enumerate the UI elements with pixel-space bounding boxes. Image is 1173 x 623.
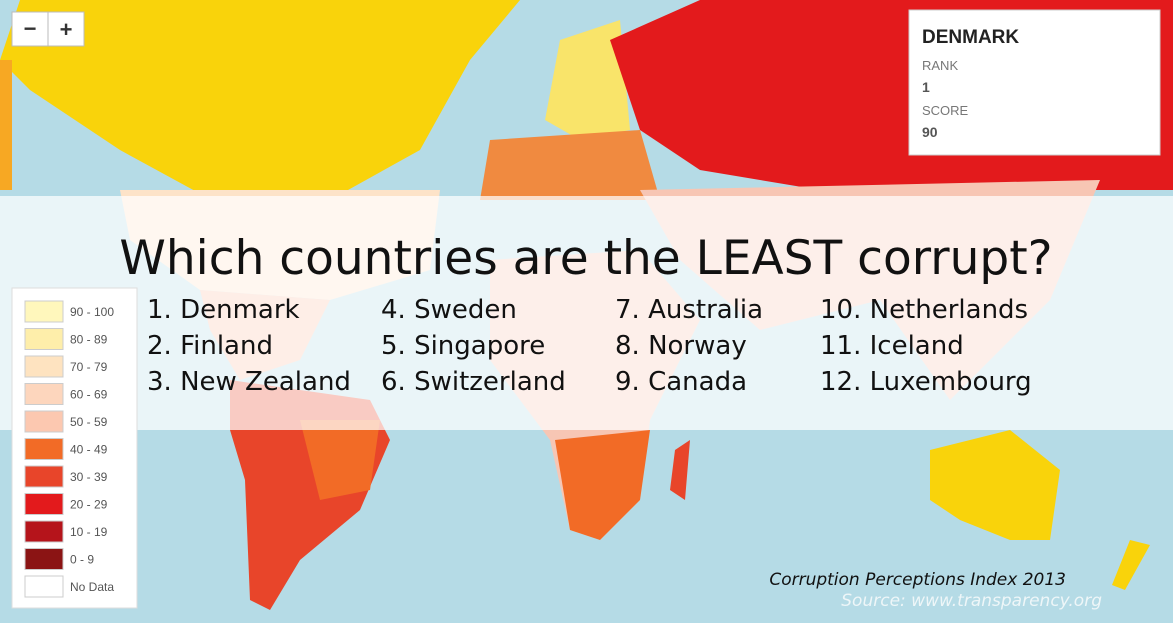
ranking-item: 4. Sweden bbox=[381, 295, 517, 325]
ranking-item: 12. Luxembourg bbox=[820, 367, 1032, 397]
ranking-item: 9. Canada bbox=[615, 367, 747, 397]
info-box: DENMARK RANK 1 SCORE 90 bbox=[908, 9, 1161, 156]
zoom-controls: − + bbox=[11, 11, 85, 47]
legend-swatch bbox=[24, 575, 64, 598]
legend-label: 90 - 100 bbox=[70, 305, 114, 319]
ranking-item: 11. Iceland bbox=[820, 331, 964, 361]
canada bbox=[0, 0, 520, 210]
scandinavia bbox=[545, 20, 630, 140]
ranking-list: 1. Denmark 2. Finland 3. New Zealand 4. Swe… bbox=[147, 295, 1032, 397]
legend-label: 20 - 29 bbox=[70, 498, 108, 512]
legend-label: 0 - 9 bbox=[70, 553, 94, 567]
info-box-bg bbox=[908, 9, 1161, 156]
rank-label: RANK bbox=[922, 58, 958, 73]
legend-swatch bbox=[24, 355, 64, 378]
ranking-item: 7. Australia bbox=[615, 295, 763, 325]
europe bbox=[480, 130, 660, 200]
ranking-item: 2. Finland bbox=[147, 331, 273, 361]
title: Which countries are the LEAST corrupt? bbox=[119, 231, 1052, 286]
zoom-in-button[interactable] bbox=[47, 11, 85, 47]
text-band bbox=[0, 196, 1173, 430]
ranking-item: 6. Switzerland bbox=[381, 367, 566, 397]
legend-label: 30 - 39 bbox=[70, 470, 108, 484]
new-zealand bbox=[1112, 540, 1150, 590]
legend-swatch bbox=[24, 493, 64, 515]
madagascar bbox=[670, 440, 690, 500]
legend-swatch bbox=[24, 465, 64, 488]
index-caption: Corruption Perceptions Index 2013 bbox=[769, 570, 1066, 590]
southern-africa bbox=[555, 430, 650, 540]
legend-label: 60 - 69 bbox=[70, 388, 108, 402]
zoom-out-button[interactable] bbox=[11, 11, 49, 47]
ranking-item: 1. Denmark bbox=[147, 295, 300, 325]
legend-swatch bbox=[24, 410, 64, 433]
legend-swatch bbox=[24, 548, 64, 570]
legend-label: 80 - 89 bbox=[70, 333, 108, 347]
australia bbox=[930, 430, 1060, 540]
ranking-item: 10. Netherlands bbox=[820, 295, 1028, 325]
ranking-item: 8. Norway bbox=[615, 331, 747, 361]
country-name: DENMARK bbox=[922, 27, 1019, 48]
alaska bbox=[0, 60, 12, 190]
legend: 90 - 100 80 - 89 70 - 79 60 - 69 50 - 59 40 -… bbox=[24, 300, 114, 598]
legend-swatch bbox=[24, 520, 64, 543]
source-caption: Source: www.transparency.org bbox=[841, 591, 1102, 611]
score-label: SCORE bbox=[922, 103, 969, 118]
ranking-item: 3. New Zealand bbox=[147, 367, 351, 397]
zoom-in-label[interactable]: + bbox=[60, 17, 73, 42]
ranking-item: 5. Singapore bbox=[381, 331, 545, 361]
legend-label: 40 - 49 bbox=[70, 443, 108, 457]
legend-swatch bbox=[24, 328, 64, 350]
legend-label: 10 - 19 bbox=[70, 525, 108, 539]
score-value: 90 bbox=[922, 124, 938, 140]
legend-label: 70 - 79 bbox=[70, 360, 108, 374]
rank-value: 1 bbox=[922, 79, 930, 95]
legend-label: No Data bbox=[70, 580, 114, 594]
legend-swatch bbox=[24, 300, 64, 323]
legend-swatch bbox=[24, 383, 64, 405]
legend-label: 50 - 59 bbox=[70, 415, 108, 429]
legend-swatch bbox=[24, 438, 64, 460]
brazil bbox=[300, 420, 380, 500]
zoom-out-label[interactable]: − bbox=[24, 16, 37, 41]
